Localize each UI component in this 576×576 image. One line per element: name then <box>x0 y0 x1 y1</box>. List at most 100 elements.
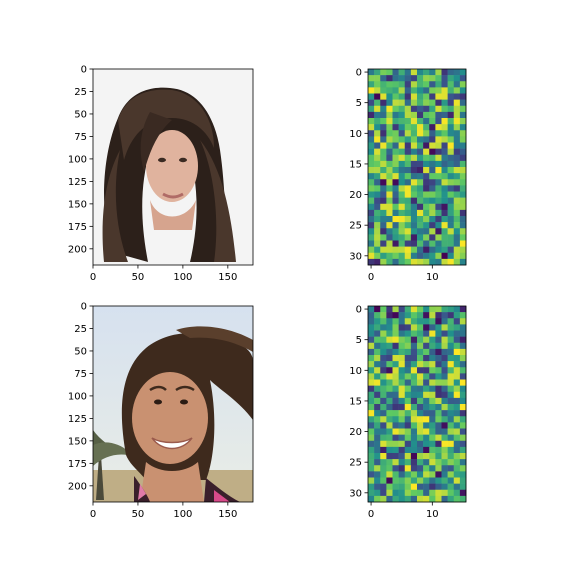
heatmap-cell <box>417 216 424 223</box>
heatmap-cell <box>435 69 442 76</box>
heatmap-cell <box>429 111 436 119</box>
heatmap-cell <box>398 416 406 423</box>
heatmap-cell <box>374 93 381 100</box>
heatmap-cell <box>410 234 418 241</box>
heatmap-cell <box>459 173 467 180</box>
heatmap-cell <box>441 453 448 460</box>
heatmap-cell <box>392 422 399 429</box>
heatmap-cell <box>417 379 424 386</box>
heatmap-cell <box>386 105 393 113</box>
heatmap-cell <box>398 252 406 260</box>
heatmap-cell <box>459 203 467 211</box>
heatmap-cell <box>435 209 442 217</box>
heatmap-cell <box>453 397 461 405</box>
heatmap-cell <box>398 93 406 100</box>
heatmap-cell <box>380 342 387 350</box>
heatmap-cell <box>459 142 467 149</box>
heatmap-cell <box>417 373 424 380</box>
heatmap-cell <box>398 87 406 94</box>
heatmap-cell <box>410 330 418 337</box>
heatmap-cell <box>392 118 399 125</box>
heatmap-cell <box>374 105 381 113</box>
heatmap-cell <box>410 385 418 393</box>
heatmap-cell <box>417 471 424 478</box>
heatmap-cell <box>447 105 455 113</box>
heatmap-cell <box>380 179 387 186</box>
heatmap-cell <box>453 465 461 472</box>
heatmap-cell <box>398 136 406 143</box>
heatmap-cell <box>374 428 381 435</box>
heatmap-cell <box>447 209 455 217</box>
heatmap-cell <box>459 416 467 423</box>
heatmap-cell <box>417 124 424 131</box>
heatmap-cell <box>441 355 448 362</box>
heatmap-cell <box>410 69 418 76</box>
heatmap-cell <box>459 336 467 344</box>
heatmap-cell <box>441 203 448 211</box>
heatmap-cell <box>392 252 399 260</box>
heatmap-cell <box>435 216 442 223</box>
heatmap-1-frame <box>367 68 467 266</box>
heatmap-cell <box>404 312 412 319</box>
heatmap-cell <box>380 361 387 368</box>
heatmap-cell <box>386 142 393 149</box>
heatmap-cell <box>380 471 387 478</box>
heatmap-cell <box>429 99 436 107</box>
image-panel-2: 0 50 100 150 0 25 50 75 100 125 150 175 200 <box>68 302 254 520</box>
heatmap-cell <box>435 258 442 266</box>
heatmap-cell <box>417 185 424 192</box>
heatmap-cell <box>374 81 381 88</box>
heatmap-cell <box>459 234 467 241</box>
heatmap-cell <box>429 81 436 88</box>
heatmap-cell <box>441 342 448 350</box>
heatmap-cell <box>423 203 430 211</box>
heatmap-cell <box>404 404 412 411</box>
heatmap-cell <box>368 209 375 217</box>
heatmap-cell <box>404 99 412 107</box>
heatmap-cell <box>435 471 442 478</box>
heatmap-cell <box>447 422 455 429</box>
heatmap-cell <box>374 391 381 399</box>
heatmap-cell <box>386 391 393 399</box>
heatmap-cell <box>429 191 436 198</box>
heatmap-cell <box>404 154 412 162</box>
heatmap-cell <box>435 397 442 405</box>
heatmap-cell <box>410 252 418 260</box>
x-tick-label: 10 <box>426 509 439 520</box>
heatmap-cell <box>435 348 442 356</box>
heatmap-cell <box>441 379 448 386</box>
heatmap-cell <box>417 355 424 362</box>
heatmap-cell <box>404 422 412 429</box>
heatmap-cell <box>429 459 436 466</box>
heatmap-cell <box>429 318 436 325</box>
heatmap-cell <box>447 240 455 247</box>
heatmap-cell <box>441 142 448 149</box>
heatmap-cell <box>429 361 436 368</box>
heatmap-cell <box>447 191 455 198</box>
heatmap-cell <box>368 410 375 417</box>
heatmap-cell <box>404 252 412 260</box>
heatmap-cell <box>447 330 455 337</box>
heatmap-cell <box>398 471 406 478</box>
heatmap-cell <box>374 99 381 107</box>
heatmap-cell <box>404 336 412 344</box>
heatmap-cell <box>392 410 399 417</box>
heatmap-cell <box>417 81 424 88</box>
heatmap-cell <box>435 173 442 180</box>
heatmap-cell <box>417 191 424 198</box>
heatmap-cell <box>447 111 455 119</box>
heatmap-cell <box>392 373 399 380</box>
heatmap-cell <box>398 130 406 137</box>
heatmap-cell <box>410 397 418 405</box>
heatmap-cell <box>417 240 424 247</box>
heatmap-cell <box>429 154 436 162</box>
heatmap-cell <box>368 446 375 454</box>
heatmap-cell <box>380 440 387 448</box>
heatmap-cell <box>398 391 406 399</box>
heatmap-cell <box>441 154 448 162</box>
heatmap-cell <box>410 495 418 503</box>
y-tick-label: 20 <box>349 427 362 438</box>
heatmap-cell <box>429 167 436 174</box>
heatmap-cell <box>453 203 461 211</box>
heatmap-cell <box>453 379 461 386</box>
